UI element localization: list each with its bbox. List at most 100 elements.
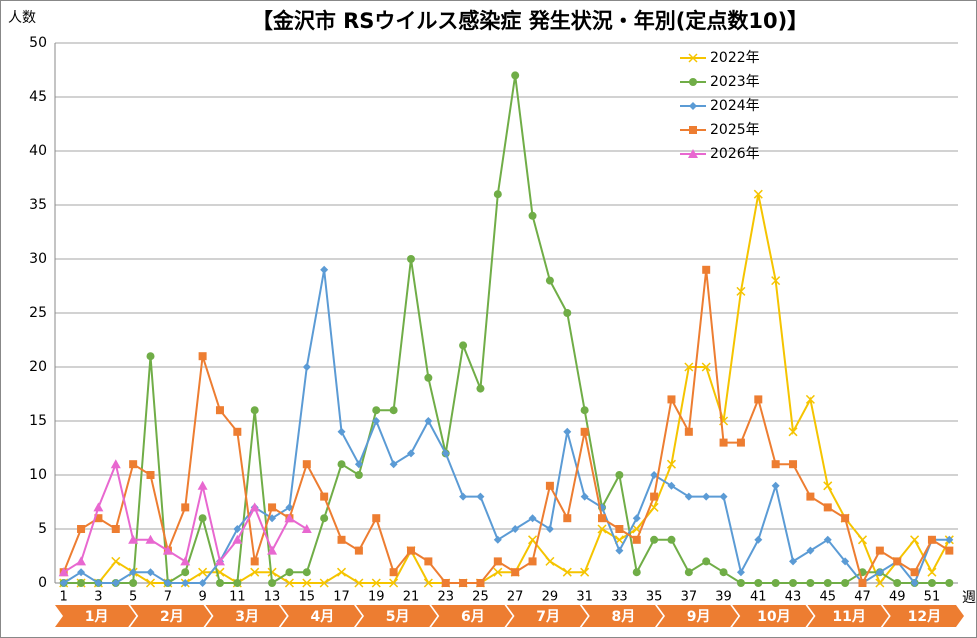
y-tick-label: 15 (29, 413, 47, 429)
point (580, 492, 589, 501)
point (198, 514, 207, 523)
point (424, 557, 433, 566)
point (650, 535, 659, 544)
point (406, 255, 415, 263)
point (684, 427, 693, 436)
legend-marker (689, 102, 697, 110)
point (841, 557, 850, 566)
point (632, 535, 641, 544)
point (945, 579, 954, 587)
point (320, 492, 329, 501)
point (615, 471, 624, 479)
point (754, 579, 763, 587)
point (268, 503, 277, 512)
point (927, 579, 936, 587)
point (268, 579, 277, 587)
point (336, 567, 347, 577)
point (701, 362, 711, 372)
point (528, 557, 537, 566)
month-label: 11月 (832, 609, 865, 625)
point (563, 514, 572, 523)
point (424, 417, 433, 425)
point (736, 579, 745, 587)
point (111, 556, 121, 566)
legend-marker (688, 53, 698, 63)
point (215, 406, 224, 415)
point (511, 568, 520, 577)
x-tick-label: 15 (299, 590, 316, 605)
point (389, 578, 399, 588)
point (615, 525, 624, 533)
point (805, 394, 815, 404)
point (198, 579, 207, 587)
point (667, 395, 676, 404)
x-tick-label: 43 (785, 590, 802, 605)
legend-label: 2025年 (710, 122, 760, 138)
point (372, 417, 381, 425)
point (753, 189, 763, 199)
y-tick-label: 45 (29, 89, 47, 105)
point (493, 190, 502, 199)
point (684, 362, 694, 372)
month-label: 1月 (85, 609, 109, 625)
x-tick-label: 25 (472, 590, 489, 605)
y-tick-label: 5 (38, 521, 47, 537)
point (771, 276, 781, 286)
point (371, 578, 381, 588)
point (285, 568, 294, 577)
point (545, 481, 554, 490)
point (476, 579, 485, 587)
point (424, 373, 433, 382)
y-tick-label: 20 (29, 359, 47, 375)
point (667, 481, 676, 490)
point (198, 352, 207, 361)
point (719, 492, 728, 501)
point (841, 579, 850, 587)
point (302, 460, 311, 469)
point (597, 524, 607, 534)
point (736, 568, 745, 577)
point (233, 525, 242, 533)
legend-marker (688, 149, 698, 158)
month-label: 3月 (235, 609, 259, 625)
point (441, 449, 450, 458)
month-label: 9月 (687, 609, 711, 625)
month-label: 6月 (461, 609, 485, 625)
point (719, 568, 728, 577)
point (563, 427, 572, 436)
point (110, 459, 121, 469)
legend-label: 2024年 (710, 98, 760, 114)
point (198, 567, 208, 577)
x-tick-label: 45 (819, 590, 836, 605)
point (476, 384, 485, 393)
point (354, 546, 363, 555)
month-label: 7月 (536, 609, 560, 625)
y-tick-label: 25 (29, 305, 47, 321)
legend-marker (689, 126, 697, 134)
x-tick-label: 11 (229, 590, 246, 605)
point (841, 514, 850, 523)
point (267, 567, 277, 577)
x-tick-label: 27 (507, 590, 524, 605)
point (528, 535, 538, 545)
y-tick-label: 35 (29, 197, 47, 213)
point (267, 545, 278, 555)
x-tick-label: 35 (646, 590, 663, 605)
x-tick-label: 33 (611, 590, 628, 605)
point (302, 578, 312, 588)
month-arrow (356, 605, 438, 627)
point (823, 503, 832, 512)
point (702, 492, 711, 501)
point (389, 568, 398, 577)
x-axis-label: 週 (962, 590, 976, 606)
point (146, 352, 155, 361)
point (823, 579, 832, 587)
point (476, 492, 485, 501)
point (684, 568, 693, 577)
legend-label: 2026年 (710, 146, 760, 162)
point (459, 492, 468, 501)
month-arrow (807, 605, 889, 627)
point (493, 535, 502, 544)
point (893, 579, 902, 587)
y-tick-label: 0 (38, 575, 47, 591)
